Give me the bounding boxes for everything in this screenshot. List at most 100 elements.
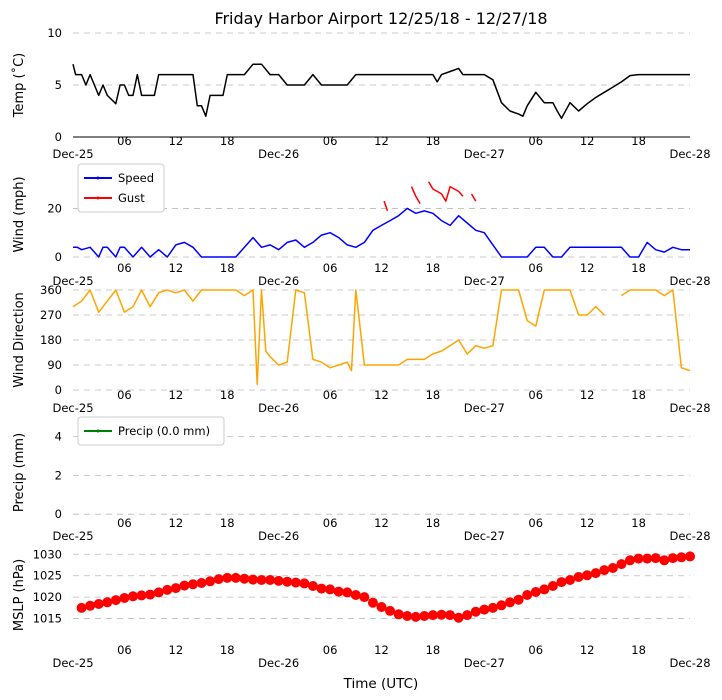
mslp-point [547, 581, 558, 591]
direction-y-tick-label: 0 [55, 383, 62, 397]
temp-x-tick-label: Dec-28 [669, 147, 710, 161]
direction-x-tick-label: 12 [580, 388, 595, 402]
mslp-point [573, 572, 584, 582]
mslp-x-tick-label: 18 [631, 643, 646, 657]
wind-x-tick-label: 06 [528, 261, 543, 275]
wind-y-tick-label: 20 [47, 201, 62, 215]
mslp-point [145, 589, 156, 600]
panel-wind: 0 20 Dec-25 06 12 18 Dec-26 06 12 18 Dec-27 06 12 18 D… [12, 163, 711, 288]
temp-series-line [72, 63, 690, 120]
wind-legend-box [77, 163, 165, 213]
mslp-x-tick-label: 06 [528, 643, 543, 657]
panel-mslp: 1015 1020 1025 1030 Dec-25 06 12 18 Dec-26 06 12 18… [12, 547, 711, 670]
direction-x-tick-label: 18 [631, 388, 646, 402]
mslp-point [496, 600, 507, 611]
mslp-point [273, 575, 284, 586]
temp-x-tick-label: 06 [117, 134, 132, 148]
mslp-point [505, 597, 516, 608]
direction-x-tick-label: 06 [117, 388, 132, 402]
mslp-x-tick-label: Dec-28 [669, 656, 710, 670]
precip-legend-marker [96, 429, 100, 433]
temp-y-tick-label: 10 [47, 26, 62, 40]
mslp-point [367, 597, 378, 608]
precip-x-tick-label: 06 [117, 516, 132, 530]
wind-legend-marker [96, 176, 100, 180]
precip-x-tick-label: 18 [220, 516, 235, 530]
temp-x-tick-label: 06 [323, 134, 338, 148]
temp-x-tick-label: 06 [528, 134, 543, 148]
mslp-point [85, 600, 96, 611]
mslp-point [410, 611, 421, 622]
mslp-x-tick-label: 18 [426, 643, 441, 657]
temp-y-label: Temp (˚C) [11, 53, 27, 119]
temp-x-tick-label: 18 [220, 134, 235, 148]
mslp-point [239, 573, 250, 584]
mslp-point [487, 602, 498, 613]
mslp-point [222, 572, 233, 583]
mslp-point [667, 553, 678, 564]
mslp-point [230, 572, 241, 583]
mslp-x-tick-label: 18 [220, 643, 235, 657]
mslp-point [427, 610, 438, 621]
wind-y-tick-label: 0 [55, 250, 62, 264]
mslp-point [162, 584, 173, 595]
mslp-point [633, 553, 644, 564]
mslp-point [393, 609, 404, 620]
wind-x-tick-label: 12 [374, 261, 389, 275]
direction-y-tick-label: 90 [47, 358, 62, 372]
temp-x-tick-label: 18 [426, 134, 441, 148]
mslp-x-tick-label: 12 [374, 643, 389, 657]
wind-legend-label: Gust [118, 191, 145, 205]
mslp-x-tick-label: Dec-27 [464, 656, 505, 670]
direction-series-line [72, 289, 605, 386]
wind-x-tick-label: 18 [631, 261, 646, 275]
mslp-x-tick-label: Dec-25 [52, 656, 93, 670]
temp-x-tick-label: Dec-27 [464, 147, 505, 161]
mslp-point [316, 583, 327, 594]
direction-x-tick-label: Dec-26 [258, 401, 299, 415]
wind-series-line [384, 182, 484, 211]
precip-x-tick-label: 06 [323, 516, 338, 530]
mslp-point [582, 570, 593, 581]
temp-y-tick-label: 0 [55, 130, 62, 144]
precip-x-tick-label: 18 [426, 516, 441, 530]
mslp-point [213, 574, 224, 585]
mslp-y-label: MSLP (hPa) [12, 559, 27, 631]
mslp-point [556, 577, 567, 588]
wind-legend-label: Speed [118, 171, 154, 185]
mslp-point [565, 575, 576, 585]
temp-y-tick-label: 5 [55, 78, 62, 92]
wind-x-tick-label: 18 [426, 261, 441, 275]
mslp-point [119, 593, 130, 603]
mslp-point [445, 610, 456, 621]
mslp-point [462, 610, 473, 621]
mslp-point [76, 602, 87, 613]
temp-x-tick-label: 18 [631, 134, 646, 148]
precip-x-tick-label: 12 [580, 516, 595, 530]
mslp-x-tick-label: 06 [323, 643, 338, 657]
mslp-point [590, 568, 601, 579]
x-axis-label: Time (UTC) [343, 676, 419, 692]
mslp-point [102, 597, 113, 608]
mslp-y-tick-label: 1015 [33, 612, 62, 626]
mslp-point [196, 578, 207, 588]
direction-x-tick-label: Dec-27 [464, 401, 505, 415]
mslp-point [616, 559, 627, 570]
precip-y-tick-label: 2 [55, 468, 62, 482]
mslp-point [530, 587, 541, 597]
direction-x-tick-label: 12 [169, 388, 184, 402]
mslp-point [359, 592, 370, 603]
precip-legend-label: Precip (0.0 mm) [118, 424, 210, 438]
temp-x-tick-label: Dec-26 [258, 147, 299, 161]
mslp-y-tick-label: 1020 [33, 590, 62, 604]
precip-y-tick-label: 4 [55, 430, 62, 444]
mslp-point [179, 580, 190, 591]
precip-x-tick-label: Dec-26 [258, 529, 299, 543]
wind-x-tick-label: 12 [580, 261, 595, 275]
mslp-point [453, 612, 464, 623]
direction-x-tick-label: 06 [528, 388, 543, 402]
mslp-point [685, 551, 695, 562]
mslp-point [642, 553, 653, 564]
mslp-point [307, 581, 318, 591]
mslp-point [539, 584, 550, 595]
